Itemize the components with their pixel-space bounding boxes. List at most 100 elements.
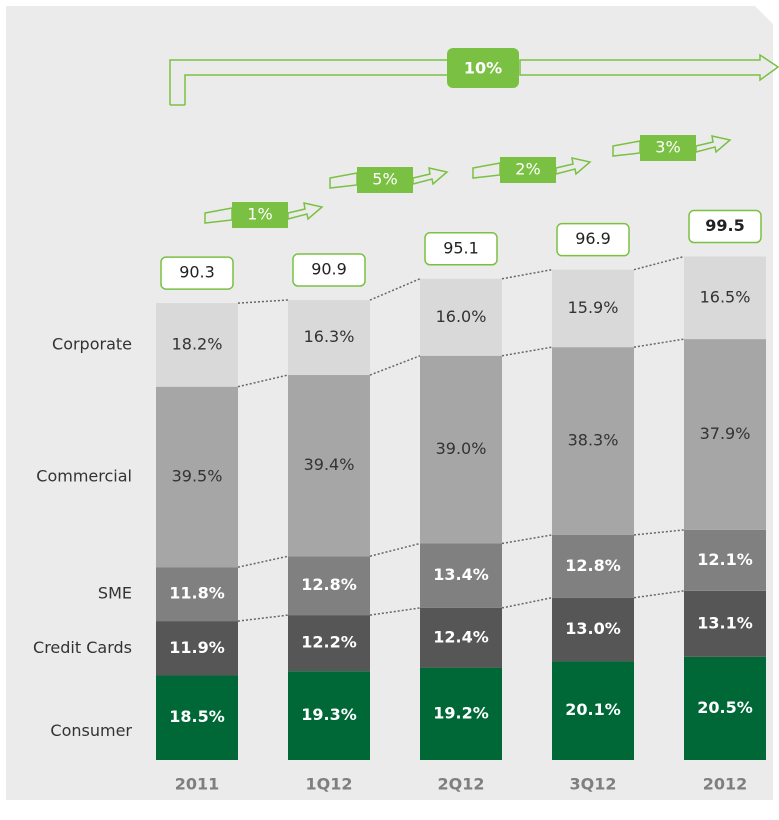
bar-segment — [684, 529, 766, 591]
connector — [501, 534, 553, 545]
legend-label: Commercial — [36, 466, 132, 485]
bar-segment — [684, 590, 766, 657]
connector — [369, 278, 421, 301]
x-tick-label: 2011 — [175, 775, 220, 794]
value-label: 18.2% — [172, 334, 223, 353]
growth-label: 2% — [515, 160, 540, 179]
total-box — [688, 209, 762, 244]
value-label: 15.9% — [568, 298, 619, 317]
total-label: 99.5 — [705, 216, 744, 235]
growth-box — [500, 157, 556, 183]
bar-segment — [156, 621, 238, 676]
growth-label: 3% — [655, 138, 680, 157]
connector — [501, 596, 553, 609]
value-label: 39.0% — [436, 439, 487, 458]
connector — [633, 255, 685, 271]
connector — [633, 590, 685, 599]
bar-segment — [552, 597, 634, 662]
connector — [369, 607, 421, 616]
x-tick-label: 2012 — [703, 775, 748, 794]
value-label: 12.2% — [301, 633, 357, 652]
bar-segment — [156, 675, 238, 760]
connector — [369, 542, 421, 557]
bar-segment — [552, 347, 634, 535]
growth-box — [640, 135, 696, 161]
bar-segment — [420, 355, 502, 544]
value-label: 13.1% — [697, 613, 753, 632]
bar-segment — [552, 269, 634, 348]
connector — [501, 346, 553, 357]
total-label: 95.1 — [443, 238, 479, 257]
value-label: 16.0% — [436, 307, 487, 326]
connector — [237, 555, 289, 568]
total-box — [424, 232, 498, 266]
growth-label: 5% — [372, 170, 397, 189]
connector — [633, 338, 685, 348]
overall-growth: 10% — [464, 59, 502, 78]
value-label: 20.1% — [565, 700, 621, 719]
connector — [369, 355, 421, 376]
bar-segment — [420, 607, 502, 668]
bar-segment — [288, 671, 370, 760]
bar-segment — [552, 661, 634, 760]
bar-segment — [156, 386, 238, 568]
bar-segment — [420, 278, 502, 356]
bar-segment — [684, 656, 766, 760]
legend-label: Credit Cards — [33, 638, 132, 657]
value-label: 18.5% — [169, 707, 225, 726]
bar-segment — [288, 300, 370, 376]
bar-segment — [684, 339, 766, 530]
connector — [237, 614, 289, 622]
bar-segment — [156, 567, 238, 622]
overall-growth-box — [447, 48, 519, 88]
overall-arrow — [169, 59, 470, 105]
value-label: 13.4% — [433, 565, 489, 584]
total-box — [160, 256, 234, 290]
value-label: 12.8% — [565, 556, 621, 575]
value-label: 16.5% — [700, 287, 751, 306]
x-tick-label: 2Q12 — [438, 775, 485, 794]
connector — [501, 268, 553, 280]
total-label: 90.9 — [311, 260, 347, 279]
bar-segment — [156, 303, 238, 387]
value-label: 38.3% — [568, 431, 619, 450]
growth-box — [357, 167, 413, 193]
x-tick-label: 3Q12 — [570, 775, 617, 794]
legend-label: Consumer — [50, 721, 132, 740]
overall-arrow — [184, 74, 470, 105]
bar-segment — [288, 615, 370, 672]
value-label: 39.4% — [304, 455, 355, 474]
connector — [237, 374, 289, 388]
growth-arrow — [287, 202, 324, 221]
overall-arrow — [519, 53, 779, 82]
background — [6, 6, 773, 800]
connector — [237, 299, 289, 304]
total-box — [556, 222, 630, 257]
value-label: 12.4% — [433, 627, 489, 646]
bar-segment — [420, 543, 502, 608]
value-label: 16.3% — [304, 327, 355, 346]
bar-segment — [552, 534, 634, 598]
value-label: 13.0% — [565, 619, 621, 638]
value-label: 19.3% — [301, 705, 357, 724]
growth-box — [232, 202, 288, 228]
value-label: 20.5% — [697, 698, 753, 717]
total-label: 90.3 — [179, 263, 215, 282]
value-label: 12.1% — [697, 550, 753, 569]
value-label: 39.5% — [172, 466, 223, 485]
growth-arrow — [695, 135, 732, 154]
bar-segment — [684, 256, 766, 340]
bar-segment — [288, 375, 370, 557]
legend-label: SME — [98, 584, 132, 603]
bar-segment — [288, 556, 370, 616]
growth-label: 1% — [247, 205, 272, 224]
legend-label: Corporate — [52, 334, 132, 353]
value-label: 37.9% — [700, 424, 751, 443]
growth-arrow — [555, 157, 592, 176]
value-label: 12.8% — [301, 575, 357, 594]
total-label: 96.9 — [575, 229, 611, 248]
value-label: 11.9% — [169, 638, 225, 657]
x-tick-label: 1Q12 — [306, 775, 353, 794]
connector — [633, 529, 685, 536]
